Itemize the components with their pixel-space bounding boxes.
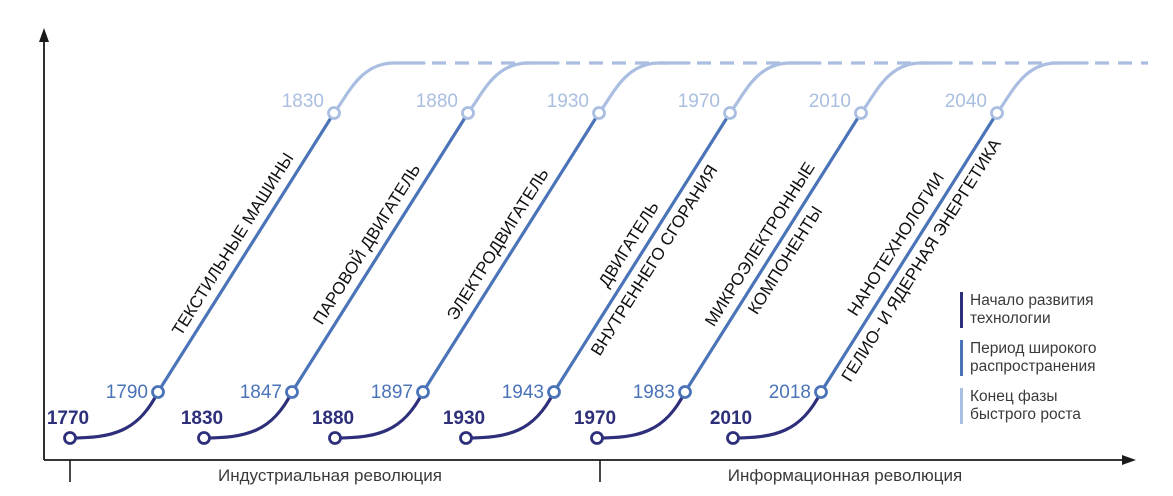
spread-marker [151,385,165,399]
spread-phase-line [421,111,601,394]
legend-item-end: Конец фазы быстрого роста [960,388,1170,424]
end-marker [723,106,737,120]
start-marker [63,431,77,445]
spread-marker [678,385,692,399]
end-year-label: 2040 [945,91,987,112]
legend-swatch-end [960,388,963,424]
spread-phase-line [683,111,863,394]
technology-name-line: ТЕКСТИЛЬНЫЕ МАШИНЫ [168,149,297,339]
legend-end-line-2: быстрого роста [970,406,1081,423]
spread-year-label: 1897 [371,382,413,403]
saturation-curve [332,61,426,115]
legend-start-line-1: Начало развития [970,292,1094,309]
revolution-labels: Индустриальная революция Информационная р… [218,466,962,485]
start-marker [328,431,342,445]
end-marker [592,106,606,120]
spread-year-label: 1790 [106,382,148,403]
legend-swatch-spread [960,340,963,376]
start-marker [590,431,604,445]
start-phase-curve [595,390,687,440]
start-marker [726,431,740,445]
end-marker [854,106,868,120]
start-phase-curve [333,390,425,440]
spread-year-label: 1943 [502,382,544,403]
technology-name-line: ПАРОВОЙ ДВИГАТЕЛЬ [309,161,424,328]
start-year-label: 1930 [443,408,485,429]
end-year-label: 1970 [678,91,720,112]
end-year-label: 1930 [547,91,589,112]
start-year-label: 1770 [47,408,89,429]
saturation-curve [995,61,1089,115]
saturation-curve [859,61,953,115]
revolution-label: Информационная революция [728,466,962,485]
end-marker [327,106,341,120]
legend-start-line-2: технологии [970,310,1051,327]
start-phase-curve [464,390,556,440]
start-phase-curve [202,390,294,440]
legend-spread-line-2: распространения [970,358,1096,375]
saturation-curve [728,61,822,115]
end-year-label: 1830 [282,91,324,112]
end-year-label: 1880 [416,91,458,112]
revolution-label: Индустриальная революция [218,466,442,485]
spread-phase-line [290,111,470,394]
axes [39,28,1136,482]
spread-marker [547,385,561,399]
legend-item-start: Начало развития технологии [960,292,1170,328]
spread-phase-line [156,111,336,394]
y-axis-arrow [39,28,49,42]
start-year-label: 1830 [181,408,223,429]
start-marker [197,431,211,445]
spread-phase-line [819,111,999,394]
saturation-curve [597,61,691,115]
spread-year-label: 1983 [633,382,675,403]
end-year-label: 2010 [809,91,851,112]
spread-year-label: 1847 [240,382,282,403]
start-year-label: 1880 [312,408,354,429]
saturation-curve [466,61,560,115]
start-marker [459,431,473,445]
spread-marker [285,385,299,399]
spread-marker [814,385,828,399]
spread-year-label: 2018 [769,382,811,403]
spread-marker [416,385,430,399]
legend-item-spread: Период широкого распространения [960,340,1170,376]
legend-end-line-1: Конец фазы [970,388,1058,405]
end-marker [990,106,1004,120]
start-year-label: 1970 [574,408,616,429]
legend-swatch-start [960,292,963,328]
legend-spread-line-1: Период широкого [970,340,1097,357]
legend: Начало развития технологии Период широко… [960,292,1170,436]
start-phase-curve [68,390,160,440]
technology-name-line: ЭЛЕКТРОДВИГАТЕЛЬ [443,165,553,324]
start-phase-curve [731,390,823,440]
x-axis-arrow [1122,455,1136,465]
spread-phase-line [552,111,732,394]
end-marker [461,106,475,120]
start-year-label: 2010 [710,408,752,429]
